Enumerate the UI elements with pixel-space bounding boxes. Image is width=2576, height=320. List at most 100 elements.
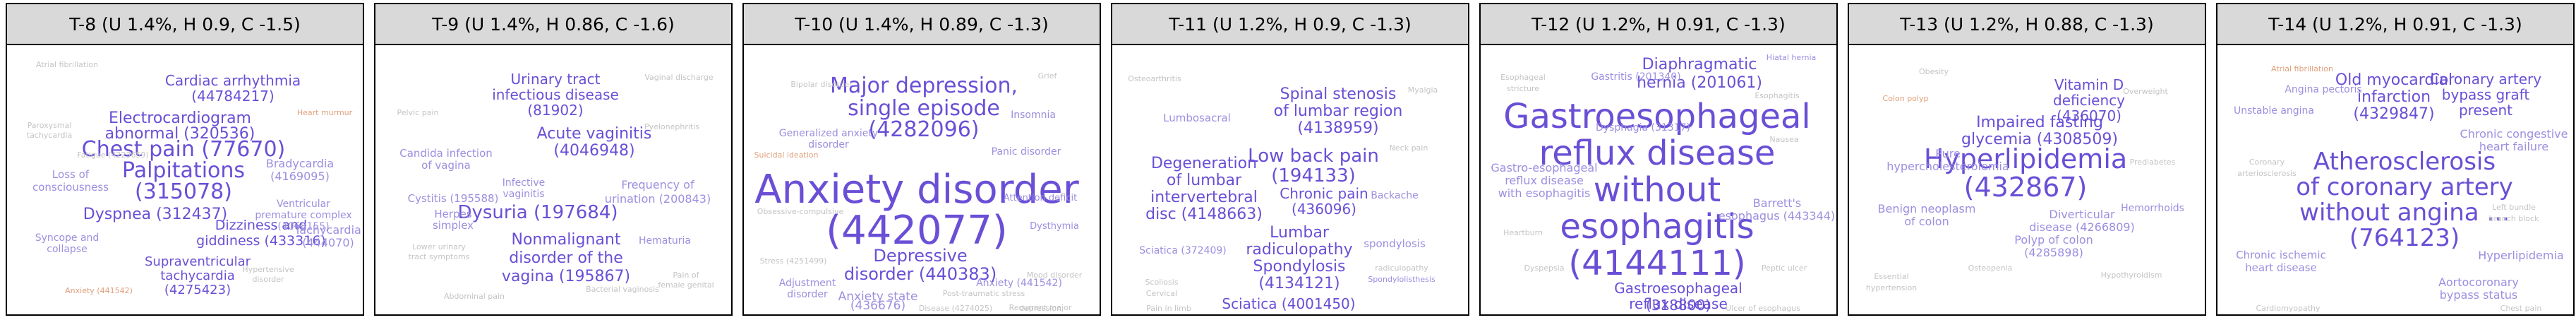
cloud-term: stricture xyxy=(1506,84,1540,93)
cloud-term: Atrial fibrillation xyxy=(2271,64,2333,73)
cloud-term: Nausea xyxy=(1769,135,1799,144)
word-cloud: Chest pain (77670) Palpitations (315078) Ca… xyxy=(7,45,363,314)
panel-title: T-14 (U 1.2%, H 0.91, C -1.3) xyxy=(2217,4,2573,45)
cloud-term: Heartburn xyxy=(1503,228,1543,237)
cloud-term: Hypothyroidism xyxy=(2100,271,2162,280)
cloud-term: Mood disorder xyxy=(1026,271,1083,280)
cloud-term: Bipolar disorder xyxy=(790,80,853,89)
cloud-term: depression xyxy=(1018,304,1062,313)
cloud-term: with esophagitis xyxy=(1498,186,1591,200)
cloud-term: Anxiety (441542) xyxy=(65,286,133,295)
cloud-term: disorder (440383) xyxy=(843,264,997,284)
word-cloud: Gastroesophageal reflux disease without eso… xyxy=(1481,45,1836,314)
cloud-term: Impaired fasting xyxy=(1976,114,2103,131)
cloud-term: Atrial fibrillation xyxy=(36,60,98,69)
cloud-term: Polyp of colon xyxy=(2014,233,2093,247)
cloud-term: Anxiety disorder xyxy=(754,167,1079,213)
cloud-term: Hemorrhoids xyxy=(2121,203,2184,214)
cloud-term: Supraventricular xyxy=(144,254,251,269)
cloud-term: female genital xyxy=(658,280,714,290)
cloud-term: (436096) xyxy=(1292,201,1356,218)
cloud-term: Essential xyxy=(1874,272,1909,281)
cloud-term: Chronic pain xyxy=(1280,185,1368,202)
cloud-term: Anxiety (441542) xyxy=(976,278,1062,289)
cloud-term: Heart murmur xyxy=(296,108,353,117)
topic-panel: T-8 (U 1.4%, H 0.9, C -1.5) Chest pain (7… xyxy=(6,3,364,316)
panel-title: T-8 (U 1.4%, H 0.9, C -1.5) xyxy=(7,4,363,45)
cloud-term: Diaphragmatic xyxy=(1642,56,1757,73)
cloud-term: Suicidal ideation xyxy=(754,150,819,160)
cloud-term: Dysuria (197684) xyxy=(457,202,618,223)
cloud-term: heart disease xyxy=(2245,261,2317,274)
cloud-term: Gastro-esophageal xyxy=(1491,161,1598,174)
cloud-term: Stress (4251499) xyxy=(759,256,827,266)
cloud-term: esophagitis xyxy=(1560,207,1755,247)
cloud-term: (4275423) xyxy=(164,283,231,297)
cloud-term: Hematuria xyxy=(639,235,691,247)
cloud-term: Spondylosis xyxy=(1253,258,1346,275)
cloud-term: Coronary xyxy=(2249,158,2285,167)
cloud-term: premature complex xyxy=(255,210,352,221)
cloud-term: Acute vaginitis xyxy=(536,125,652,143)
cloud-term: disorder xyxy=(252,275,284,284)
cloud-term: (4144111) xyxy=(1568,244,1746,283)
cloud-term: Panic disorder xyxy=(991,146,1061,158)
panel-title: T-9 (U 1.4%, H 0.86, C -1.6) xyxy=(375,4,731,45)
cloud-term: infarction xyxy=(2357,88,2431,106)
cloud-term: Benign neoplasm xyxy=(1877,202,1976,215)
cloud-term: deficiency xyxy=(2053,92,2125,109)
cloud-term: Adjustment xyxy=(778,278,836,289)
cloud-term: Palpitations xyxy=(121,158,246,183)
cloud-term: Herpes xyxy=(434,208,472,220)
topic-panel: T-13 (U 1.2%, H 0.88, C -1.3) Hyperlipide… xyxy=(1848,3,2206,316)
cloud-term: (4329847) xyxy=(2353,105,2435,123)
cloud-term: Aortocoronary xyxy=(2438,275,2519,289)
cloud-term: Obsessive-compulsive xyxy=(757,207,844,216)
cloud-term: (194133) xyxy=(1271,165,1356,186)
cloud-term: Urinary tract xyxy=(510,71,601,88)
cloud-term: abnormal (320536) xyxy=(104,125,255,143)
cloud-term: Pyelonephritis xyxy=(644,122,700,131)
cloud-term: bypass status xyxy=(2439,288,2518,302)
cloud-term: Hyperlipidemia xyxy=(2478,249,2564,262)
cloud-term: Neck pain xyxy=(1389,143,1428,153)
cloud-term: urination (200843) xyxy=(604,192,711,206)
word-cloud: Dysuria (197684) Acute vaginitis (4046948)… xyxy=(375,45,731,314)
cloud-term: Spondylolisthesis xyxy=(1368,275,1436,284)
cloud-term: Old myocardial xyxy=(2335,71,2453,89)
cloud-term: Atherosclerosis xyxy=(2313,148,2496,176)
cloud-term: Osteoarthritis xyxy=(1128,74,1181,83)
cloud-term: Colon polyp xyxy=(1882,94,1929,103)
cloud-term: Insomnia xyxy=(1011,109,1056,121)
cloud-term: (432867) xyxy=(1963,172,2088,203)
cloud-term: (4282096) xyxy=(868,117,980,142)
cloud-term: radiculopathy xyxy=(1246,241,1353,259)
cloud-term: Lower urinary xyxy=(412,242,466,251)
topic-panel: T-9 (U 1.4%, H 0.86, C -1.6) Dysuria (197… xyxy=(374,3,733,316)
cloud-term: Scoliosis xyxy=(1145,278,1179,287)
cloud-term: Dyspepsia xyxy=(1524,263,1565,273)
panel-title: T-10 (U 1.4%, H 0.89, C -1.3) xyxy=(744,4,1100,45)
cloud-term: Frequency of xyxy=(621,178,694,191)
cloud-term: Nonmalignant xyxy=(511,231,621,249)
cloud-term: (44784217) xyxy=(191,88,275,105)
cloud-term: Syncope and xyxy=(35,232,100,244)
cloud-term: Low back pain xyxy=(1248,146,1379,167)
cloud-term: disorder of the xyxy=(509,249,623,267)
cloud-term: (315078) xyxy=(135,179,232,204)
cloud-term: Post-traumatic stress xyxy=(942,289,1025,298)
cloud-term: disease (4266809) xyxy=(2029,220,2135,234)
cloud-term: Sciatica (4001450) xyxy=(1222,295,1356,312)
cloud-term: Pain in limb xyxy=(1146,304,1191,313)
cloud-term: tachycardia xyxy=(26,131,73,140)
cloud-term: Dysthymia xyxy=(1030,221,1079,232)
cloud-term: Diverticular xyxy=(2049,208,2115,221)
cloud-term: Chronic ischemic xyxy=(2236,249,2326,261)
cloud-term: consciousness xyxy=(32,181,109,194)
cloud-term: Chest pain xyxy=(2500,304,2542,313)
cloud-term: Barrett's xyxy=(1752,196,1802,210)
cloud-term: tachycardia xyxy=(160,268,235,283)
cloud-term: Pure xyxy=(1935,147,1961,160)
cloud-term: Left bundle xyxy=(2492,203,2536,212)
topic-panel: T-10 (U 1.4%, H 0.89, C -1.3) Anxiety dis… xyxy=(742,3,1101,316)
